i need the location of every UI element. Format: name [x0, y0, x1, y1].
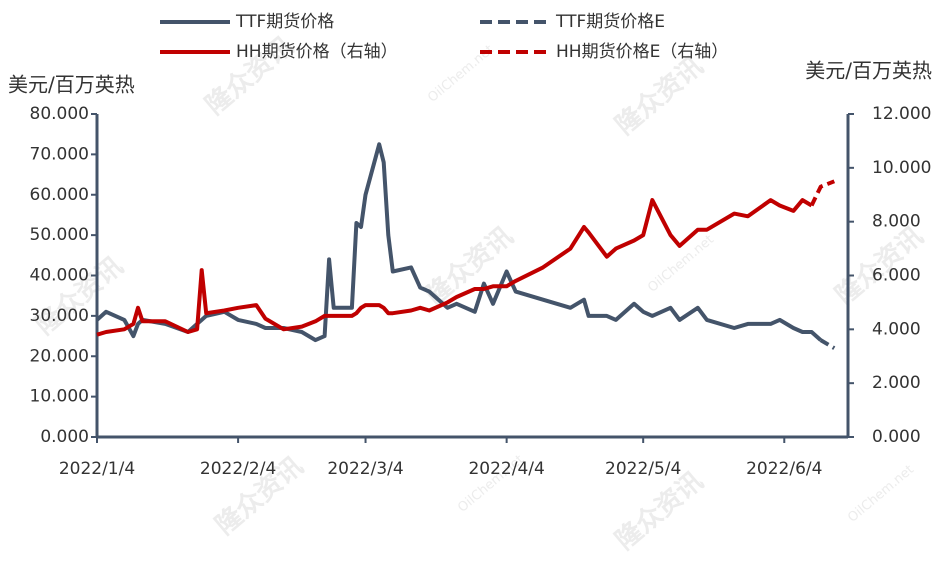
- x-tick-label: 2022/5/4: [605, 459, 681, 479]
- series-line: [95, 142, 823, 343]
- y-tick-label: 40.000: [30, 266, 89, 286]
- y-tick-label: 70.000: [30, 144, 89, 164]
- x-tick-label: 2022/2/4: [200, 459, 276, 479]
- watermark: OilChem.net: [845, 462, 917, 525]
- y-tick-label: 0.000: [40, 427, 89, 447]
- legend-label: HH期货价格E（右轴）: [556, 42, 728, 62]
- y2-tick-label: 2.000: [872, 373, 921, 393]
- x-tick-label: 2022/6/4: [746, 459, 822, 479]
- y2-tick-label: 8.000: [872, 212, 921, 232]
- y-tick-label: 10.000: [30, 387, 89, 407]
- y-tick-label: 30.000: [30, 306, 89, 326]
- y-tick-label: 50.000: [30, 225, 89, 245]
- y2-tick-label: 10.000: [872, 158, 931, 178]
- legend-label: HH期货价格（右轴）: [236, 42, 398, 62]
- series-line: [819, 338, 836, 350]
- y-axis-label: 美元/百万英热: [8, 73, 135, 97]
- y2-tick-label: 12.000: [872, 104, 931, 124]
- y-tick-label: 20.000: [30, 346, 89, 366]
- y-tick-label: 80.000: [30, 104, 89, 124]
- x-tick-label: 2022/3/4: [327, 459, 403, 479]
- x-tick-label: 2022/1/4: [59, 459, 135, 479]
- y2-tick-label: 6.000: [872, 266, 921, 286]
- legend-label: TTF期货价格: [235, 12, 334, 32]
- y-tick-label: 60.000: [30, 185, 89, 205]
- series-line: [96, 198, 813, 337]
- y2-axis-label: 美元/百万英热: [805, 59, 932, 83]
- watermark: 隆众资讯: [610, 51, 709, 141]
- series-line: [809, 179, 836, 207]
- y2-tick-label: 4.000: [872, 319, 921, 339]
- watermark: OilChem.net: [645, 232, 717, 295]
- legend-label: TTF期货价格E: [555, 12, 665, 32]
- y2-tick-label: 0.000: [872, 427, 921, 447]
- x-tick-label: 2022/4/4: [468, 459, 544, 479]
- watermark: 隆众资讯: [610, 466, 709, 556]
